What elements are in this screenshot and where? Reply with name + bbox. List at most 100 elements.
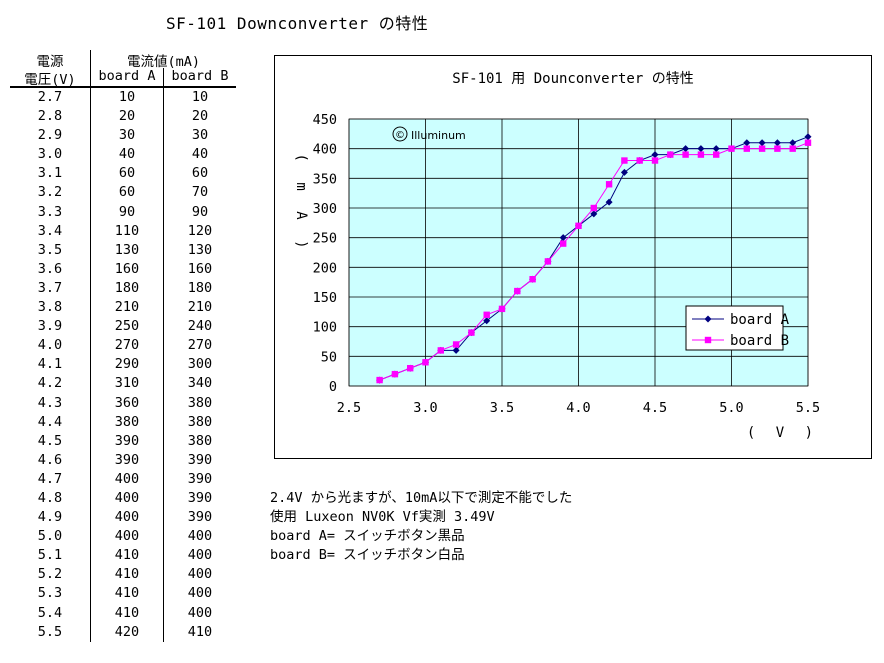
cell-board-b: 380 [163,431,236,451]
cell-voltage: 3.9 [37,318,63,335]
note-line: 2.4V から光ますが、10mA以下で測定不能でした [270,490,573,506]
table-row: 5.3 410 400 [10,584,236,604]
cell-board-a: 380 [90,412,163,432]
data-point-board-a [773,139,781,147]
y-tick-label: 250 [313,231,337,247]
table-row: 2.7 10 10 [10,88,236,108]
cell-voltage: 3.6 [37,260,63,277]
table-row: 4.9 400 390 [10,508,236,528]
cell-voltage: 4.0 [37,337,63,354]
watermark-text: Illuminum [411,129,466,142]
cell-board-a: 400 [90,488,163,509]
data-point-board-a [804,133,812,141]
data-point-board-b [636,157,643,164]
cell-board-b: 390 [163,469,236,489]
cell-voltage: 4.3 [37,394,63,411]
cell-voltage: 3.3 [37,203,63,220]
x-tick-label: 3.0 [413,400,437,416]
y-tick-label: 50 [321,349,337,365]
header-voltage: 電圧(V) [24,72,76,88]
cell-board-a: 130 [90,240,163,260]
x-tick-label: 2.5 [337,400,361,416]
data-point-board-a [712,145,720,153]
cell-board-b: 390 [163,508,236,528]
cell-board-b: 210 [163,298,236,318]
data-point-board-a [651,151,659,159]
cell-board-b: 390 [163,488,236,509]
cell-board-b: 160 [163,259,236,279]
table-row: 5.0 400 400 [10,527,236,547]
chart-title: SF-101 用 Dounconverter の特性 [452,71,693,87]
cell-board-b: 340 [163,374,236,394]
cell-board-a: 210 [90,298,163,318]
header-power: 電源 [36,54,64,70]
table-row: 3.9 250 240 [10,317,236,337]
cell-voltage: 3.4 [37,222,63,239]
x-tick-label: 4.0 [566,400,590,416]
copyright-icon [392,126,408,142]
cell-board-b: 270 [163,336,236,356]
data-point-board-a [620,168,628,176]
cell-voltage: 5.4 [37,604,63,621]
data-table: 電源 電流値(mA) 電圧(V) board A board B 2.7 10 10… [10,50,236,642]
data-point-board-b [498,305,506,313]
cell-board-a: 290 [90,355,163,375]
cell-board-a: 10 [90,88,163,108]
table-row: 3.3 90 90 [10,202,236,222]
table-row: 3.5 130 130 [10,240,236,260]
cell-board-a: 410 [90,546,163,566]
x-tick-label: 3.5 [490,400,514,416]
table-row: 3.0 40 40 [10,145,236,165]
cell-board-a: 90 [90,202,163,222]
table-row: 3.8 210 210 [10,298,236,318]
note-line: board B= スイッチボタン白品 [270,547,465,563]
table-row: 4.5 390 380 [10,431,236,451]
cell-board-a: 410 [90,565,163,585]
cell-board-a: 20 [90,107,163,127]
y-tick-label: 300 [313,201,337,217]
y-tick-label: 450 [313,112,337,128]
cell-board-a: 360 [90,393,163,413]
cell-voltage: 4.1 [37,356,63,373]
cell-board-b: 120 [163,221,236,241]
data-point-board-a [452,346,460,354]
y-tick-label: 150 [313,290,337,306]
cell-voltage: 5.5 [37,623,63,640]
cell-voltage: 2.9 [37,127,63,144]
data-point-board-a [605,198,613,206]
data-point-board-a [758,139,766,147]
cell-board-b: 90 [163,202,236,222]
cell-board-b: 380 [163,412,236,432]
data-point-board-a [559,234,567,242]
notes: 2.4V から光ますが、10mA以下で測定不能でした 使用 Luxeon NV0… [270,489,572,565]
data-point-board-a [590,210,598,218]
cell-board-b: 400 [163,527,236,547]
table-row: 4.0 270 270 [10,336,236,356]
copyright-symbol: © [395,130,405,141]
cell-board-b: 30 [163,126,236,146]
y-axis-label: ( m A ) [293,153,309,254]
y-tick-label: 350 [313,171,337,187]
data-point-board-b [483,311,490,318]
x-tick-label: 5.0 [719,400,743,416]
table-row: 5.1 410 400 [10,546,236,566]
cell-voltage: 3.5 [37,241,63,258]
data-point-board-b [605,181,613,188]
table-header-row-1: 電源 電流値(mA) [10,50,236,70]
table-header-row-2: 電圧(V) board A board B [10,68,236,88]
data-point-board-b [651,157,659,164]
cell-board-a: 30 [90,126,163,146]
cell-voltage: 3.8 [37,299,63,316]
cell-board-b: 130 [163,240,236,260]
cell-board-a: 270 [90,336,163,356]
chart-frame: 0 50 100 150 200 250 300 350 400 450 2.5 3.0 3.5 4.0 4… [274,55,872,459]
cell-board-b: 410 [163,622,236,642]
data-point-board-b [560,240,567,247]
cell-board-a: 420 [90,622,163,642]
data-point-board-b [667,151,674,158]
cell-voltage: 5.2 [37,566,63,583]
cell-voltage: 3.1 [37,165,63,182]
y-tick-label: 0 [329,379,337,395]
cell-board-a: 410 [90,603,163,623]
cell-board-b: 60 [163,164,236,184]
